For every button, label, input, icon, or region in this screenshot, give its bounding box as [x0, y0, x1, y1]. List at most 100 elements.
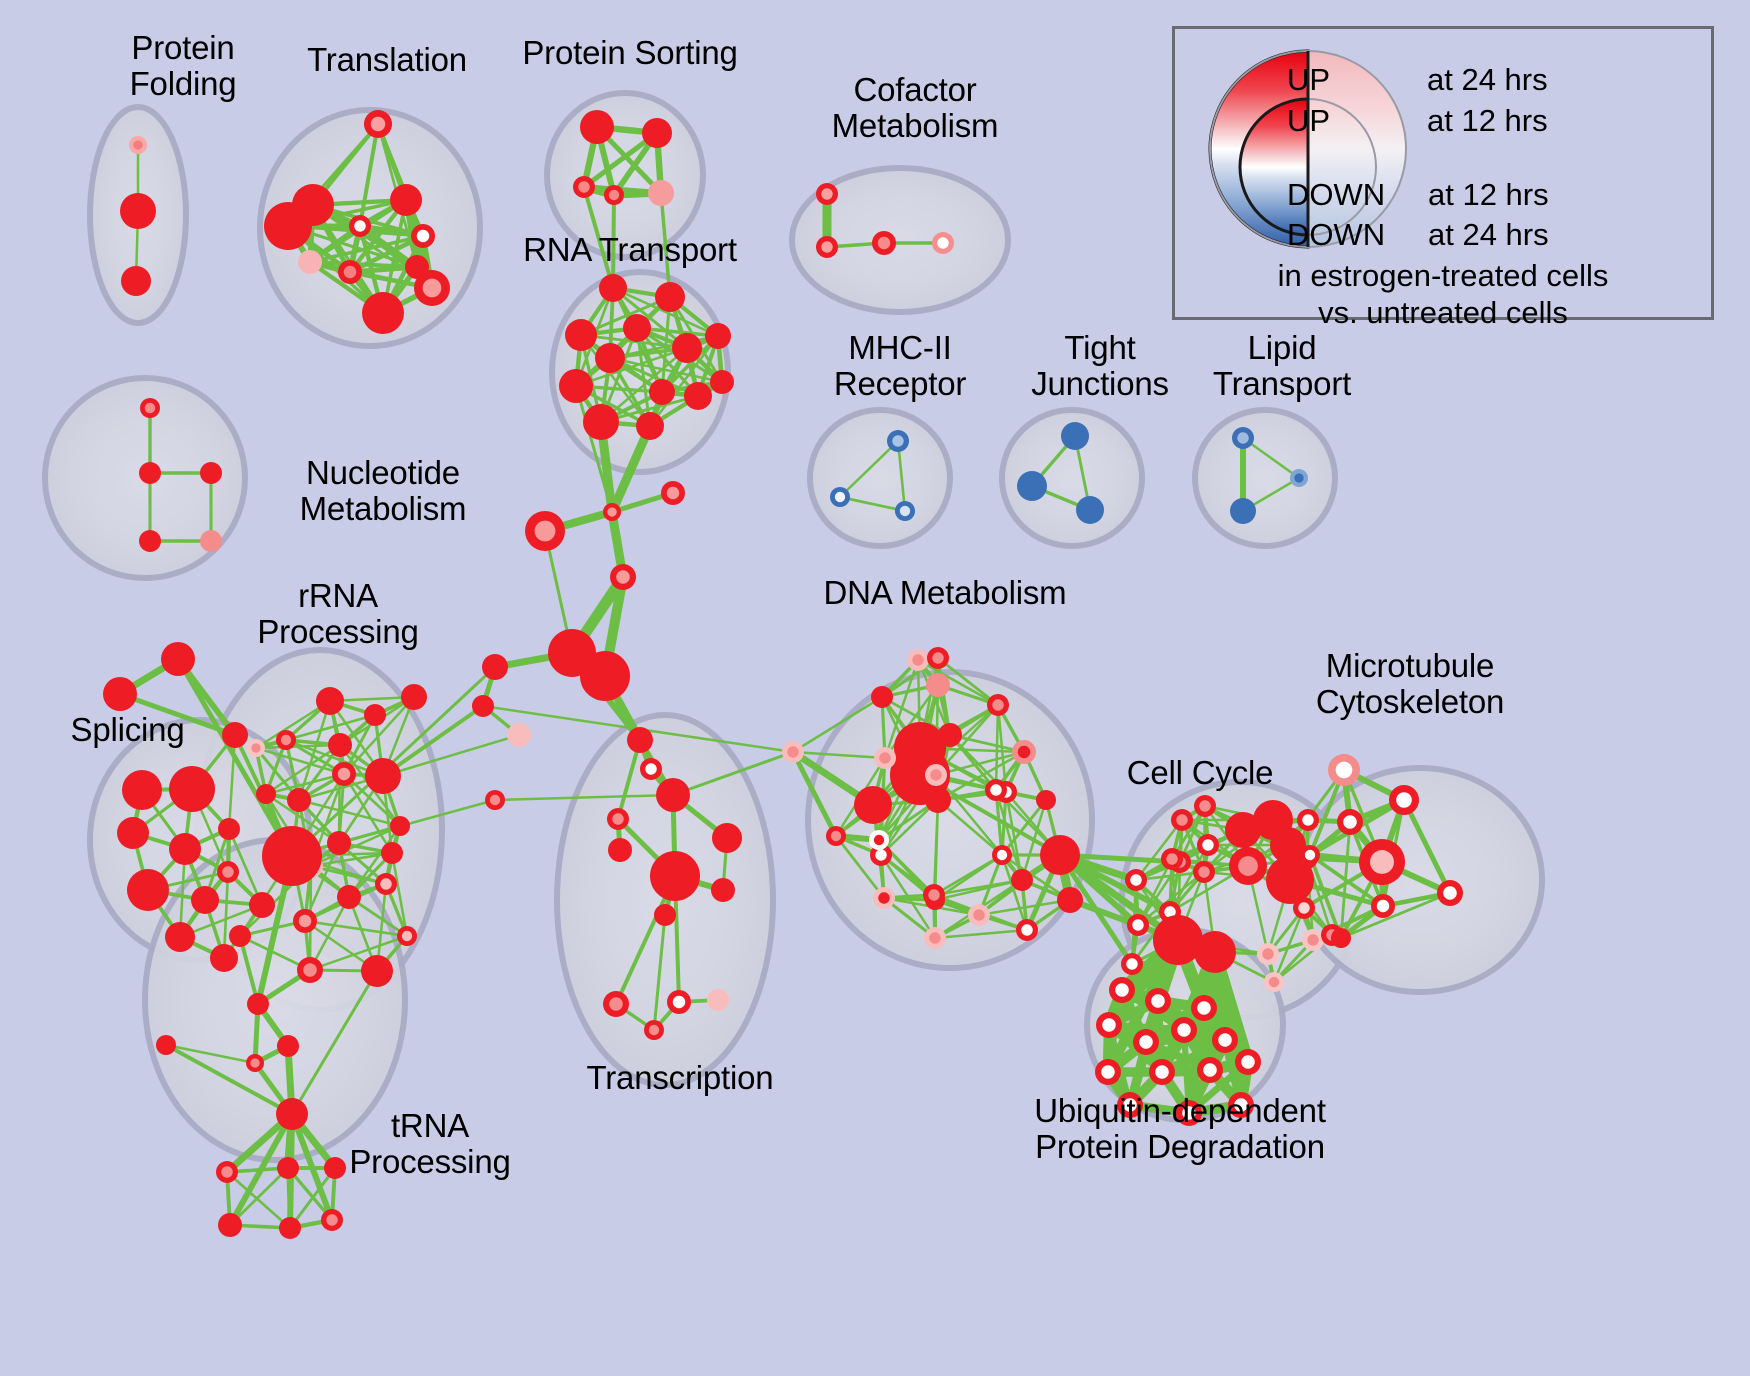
gene-node[interactable]: [1036, 790, 1056, 810]
gene-node[interactable]: [129, 136, 147, 154]
gene-node[interactable]: [636, 412, 664, 440]
gene-node[interactable]: [414, 270, 450, 306]
gene-node[interactable]: [293, 909, 317, 933]
gene-node[interactable]: [1117, 1092, 1143, 1118]
gene-node[interactable]: [1337, 809, 1363, 835]
gene-node[interactable]: [987, 694, 1009, 716]
gene-node[interactable]: [710, 370, 734, 394]
gene-node[interactable]: [1161, 848, 1183, 870]
gene-node[interactable]: [277, 1157, 299, 1179]
gene-node[interactable]: [298, 250, 322, 274]
gene-node[interactable]: [191, 886, 219, 914]
gene-node[interactable]: [1127, 914, 1149, 936]
gene-node[interactable]: [1153, 915, 1203, 965]
gene-node[interactable]: [1149, 1059, 1175, 1085]
gene-node[interactable]: [603, 991, 629, 1017]
gene-node[interactable]: [262, 826, 322, 886]
gene-node[interactable]: [648, 180, 674, 206]
gene-node[interactable]: [1016, 919, 1038, 941]
gene-node[interactable]: [924, 927, 946, 949]
gene-node[interactable]: [1328, 754, 1360, 786]
gene-node[interactable]: [103, 677, 137, 711]
gene-node[interactable]: [127, 869, 169, 911]
gene-node[interactable]: [667, 990, 691, 1014]
gene-node[interactable]: [1212, 1027, 1238, 1053]
gene-node[interactable]: [1264, 972, 1284, 992]
gene-node[interactable]: [249, 892, 275, 918]
gene-node[interactable]: [1232, 427, 1254, 449]
gene-node[interactable]: [362, 292, 404, 334]
gene-node[interactable]: [559, 369, 593, 403]
gene-node[interactable]: [871, 686, 893, 708]
gene-node[interactable]: [229, 925, 251, 947]
gene-node[interactable]: [650, 851, 700, 901]
gene-node[interactable]: [485, 790, 505, 810]
gene-node[interactable]: [1012, 740, 1036, 764]
gene-node[interactable]: [1176, 1100, 1202, 1126]
gene-node[interactable]: [869, 830, 889, 850]
gene-node[interactable]: [711, 878, 735, 902]
gene-node[interactable]: [161, 642, 195, 676]
gene-node[interactable]: [583, 404, 619, 440]
gene-node[interactable]: [1266, 856, 1314, 904]
gene-node[interactable]: [610, 564, 636, 590]
gene-node[interactable]: [580, 651, 630, 701]
gene-node[interactable]: [375, 873, 397, 895]
gene-node[interactable]: [365, 758, 401, 794]
gene-node[interactable]: [337, 885, 361, 909]
gene-node[interactable]: [642, 118, 672, 148]
gene-node[interactable]: [218, 818, 240, 840]
gene-node[interactable]: [1302, 929, 1324, 951]
gene-node[interactable]: [874, 747, 896, 769]
gene-node[interactable]: [1230, 498, 1256, 524]
gene-node[interactable]: [654, 904, 676, 926]
gene-node[interactable]: [608, 838, 632, 862]
gene-node[interactable]: [332, 762, 356, 786]
gene-node[interactable]: [507, 723, 531, 747]
gene-node[interactable]: [649, 379, 675, 405]
gene-node[interactable]: [1371, 894, 1395, 918]
gene-node[interactable]: [324, 1157, 346, 1179]
gene-node[interactable]: [1096, 1012, 1122, 1038]
gene-node[interactable]: [1191, 995, 1217, 1021]
gene-node[interactable]: [895, 501, 915, 521]
gene-node[interactable]: [165, 922, 195, 952]
gene-node[interactable]: [316, 687, 344, 715]
gene-node[interactable]: [381, 842, 403, 864]
gene-node[interactable]: [873, 887, 895, 909]
gene-node[interactable]: [264, 202, 312, 250]
gene-node[interactable]: [604, 185, 624, 205]
gene-node[interactable]: [1290, 469, 1308, 487]
gene-node[interactable]: [328, 733, 352, 757]
gene-node[interactable]: [472, 695, 494, 717]
gene-node[interactable]: [246, 1054, 264, 1072]
gene-node[interactable]: [390, 184, 422, 216]
gene-node[interactable]: [1437, 880, 1463, 906]
gene-node[interactable]: [661, 481, 685, 505]
gene-node[interactable]: [705, 323, 731, 349]
gene-node[interactable]: [349, 215, 371, 237]
gene-node[interactable]: [122, 770, 162, 810]
gene-node[interactable]: [992, 845, 1012, 865]
gene-node[interactable]: [925, 764, 947, 786]
gene-node[interactable]: [297, 957, 323, 983]
gene-node[interactable]: [276, 730, 296, 750]
gene-node[interactable]: [200, 462, 222, 484]
gene-node[interactable]: [1235, 1049, 1261, 1075]
gene-node[interactable]: [121, 266, 151, 296]
gene-node[interactable]: [139, 530, 161, 552]
gene-node[interactable]: [623, 314, 651, 342]
gene-node[interactable]: [256, 784, 276, 804]
gene-node[interactable]: [1197, 1057, 1223, 1083]
gene-node[interactable]: [169, 833, 201, 865]
gene-node[interactable]: [277, 1035, 299, 1057]
gene-node[interactable]: [338, 260, 362, 284]
gene-node[interactable]: [830, 487, 850, 507]
gene-node[interactable]: [1171, 809, 1193, 831]
gene-node[interactable]: [927, 647, 949, 669]
gene-node[interactable]: [640, 758, 662, 780]
gene-node[interactable]: [595, 343, 625, 373]
gene-node[interactable]: [816, 236, 838, 258]
gene-node[interactable]: [1194, 795, 1216, 817]
gene-node[interactable]: [599, 274, 627, 302]
